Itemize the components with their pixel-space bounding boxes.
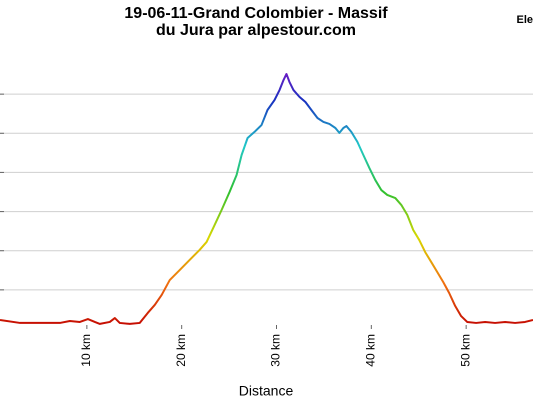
x-axis-label: Distance xyxy=(239,383,294,399)
x-tick-label: 30 km xyxy=(269,334,283,367)
x-tick-label: 10 km xyxy=(79,334,93,367)
chart-subtitle: du Jura par alpestour.com xyxy=(156,22,356,39)
x-tick-label: 40 km xyxy=(363,334,377,367)
legend-text: Ele xyxy=(516,14,533,26)
elevation-line xyxy=(0,72,533,325)
chart-title: 19-06-11-Grand Colombier - Massif xyxy=(124,5,388,22)
x-tick-label: 50 km xyxy=(458,334,472,367)
x-tick-label: 20 km xyxy=(174,334,188,367)
